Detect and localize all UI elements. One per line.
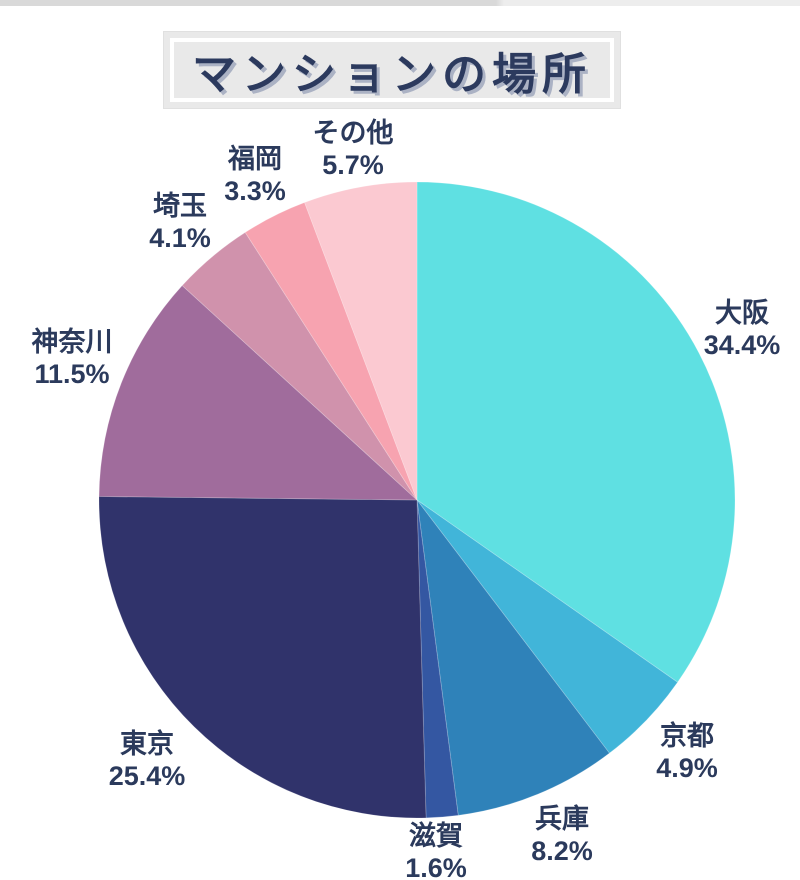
slice-name-label-5: 神奈川 (32, 327, 113, 357)
chart-title-frame: マンションの場所 (170, 38, 614, 102)
slice-pct-label-3: 1.6% (405, 853, 467, 880)
pie-slice-0 (416, 181, 736, 683)
pie-slice-6 (181, 231, 418, 501)
pie-slice-3 (416, 499, 459, 819)
slice-pct-label-1: 4.9% (656, 753, 718, 783)
slice-pct-label-7: 3.3% (224, 176, 286, 206)
pie-slice-8 (304, 181, 418, 501)
pie-slice-1 (416, 499, 679, 754)
slice-name-label-4: 東京 (120, 728, 174, 759)
slice-name-label-0: 大阪 (715, 298, 769, 328)
slice-pct-label-6: 4.1% (149, 223, 211, 253)
slice-name-label-6: 埼玉 (153, 191, 207, 221)
top-strip (0, 0, 800, 6)
slice-pct-label-4: 25.4% (109, 761, 186, 791)
slice-pct-label-5: 11.5% (34, 359, 109, 389)
chart-title-box: マンションの場所 (163, 31, 621, 109)
chart-title: マンションの場所 (192, 50, 592, 99)
slice-name-label-2: 兵庫 (535, 804, 589, 834)
pie-slice-7 (244, 202, 418, 501)
slice-name-label-3: 滋賀 (409, 821, 463, 851)
slice-name-label-1: 京都 (660, 720, 714, 751)
slice-pct-label-0: 34.4% (704, 330, 781, 360)
slice-pct-label-8: 5.7% (322, 150, 384, 180)
slice-pct-label-2: 8.2% (531, 836, 593, 866)
pie-slice-4 (98, 496, 427, 819)
pie-slice-5 (98, 284, 419, 501)
slice-name-label-7: 福岡 (227, 144, 282, 174)
slice-name-label-8: その他 (313, 118, 394, 148)
pie-slice-2 (416, 498, 610, 816)
